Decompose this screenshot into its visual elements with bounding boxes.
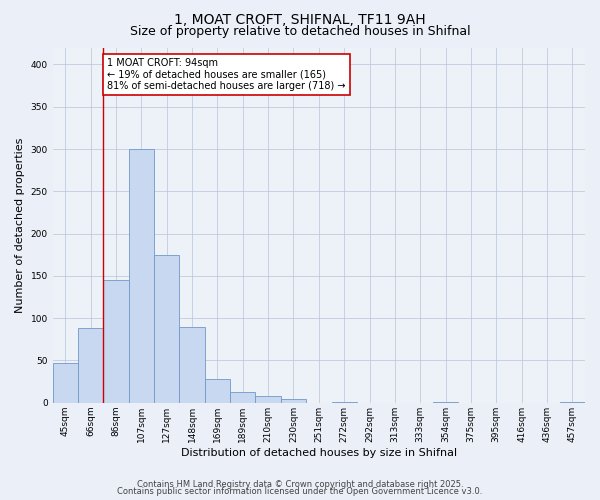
Bar [433,402,458,403]
Bar [332,402,357,403]
Bar [129,149,154,403]
Y-axis label: Number of detached properties: Number of detached properties [15,138,25,313]
Bar [560,402,585,403]
X-axis label: Distribution of detached houses by size in Shifnal: Distribution of detached houses by size … [181,448,457,458]
Bar [103,280,129,403]
Bar [205,379,230,403]
Text: Size of property relative to detached houses in Shifnal: Size of property relative to detached ho… [130,25,470,38]
Bar [78,328,103,403]
Bar [230,392,256,403]
Bar [281,398,306,403]
Bar [53,363,78,403]
Text: 1 MOAT CROFT: 94sqm
← 19% of detached houses are smaller (165)
81% of semi-detac: 1 MOAT CROFT: 94sqm ← 19% of detached ho… [107,58,346,91]
Text: Contains public sector information licensed under the Open Government Licence v3: Contains public sector information licen… [118,487,482,496]
Bar [154,255,179,403]
Bar [179,326,205,403]
Bar [256,396,281,403]
Text: Contains HM Land Registry data © Crown copyright and database right 2025.: Contains HM Land Registry data © Crown c… [137,480,463,489]
Text: 1, MOAT CROFT, SHIFNAL, TF11 9AH: 1, MOAT CROFT, SHIFNAL, TF11 9AH [174,12,426,26]
